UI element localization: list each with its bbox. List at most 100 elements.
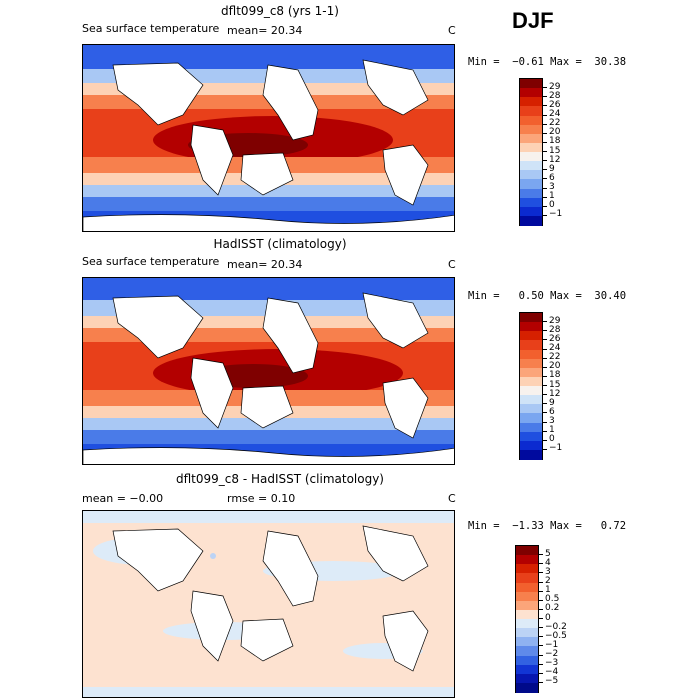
colorbar-tick-mark — [543, 330, 547, 332]
colorbar-tick-mark — [543, 439, 547, 441]
colorbar-tick-label: 0.5 — [545, 594, 560, 605]
colorbar-tick-label: 9 — [549, 397, 555, 408]
colorbar-tick-label: 2 — [545, 576, 551, 586]
colorbar-tick-mark — [539, 663, 543, 665]
colorbar-segment — [516, 546, 538, 556]
panel1-map — [82, 44, 455, 232]
colorbar-tick-label: 28 — [549, 324, 561, 335]
panel3-colorbar — [515, 545, 539, 693]
colorbar-segment — [520, 386, 542, 396]
colorbar-segment — [516, 637, 538, 647]
colorbar-tick-mark — [543, 214, 547, 216]
colorbar-tick-mark — [543, 366, 547, 368]
colorbar-tick-mark — [539, 572, 543, 574]
colorbar-segment — [520, 215, 542, 226]
colorbar-segment — [520, 88, 542, 98]
colorbar-tick-mark — [539, 681, 543, 683]
season-label: DJF — [512, 8, 554, 33]
colorbar-segment — [516, 573, 538, 583]
colorbar-segment — [516, 609, 538, 620]
colorbar-tick-mark — [543, 430, 547, 432]
colorbar-tick-label: 18 — [549, 370, 561, 381]
colorbar-tick-label: 3 — [549, 416, 555, 426]
panel3-unit: C — [448, 492, 456, 505]
colorbar-tick-label: −5 — [545, 676, 559, 687]
panel1-minmax: Min = −0.61 Max = 30.38 — [468, 56, 627, 68]
colorbar-segment — [516, 673, 538, 684]
colorbar-tick-label: −1 — [545, 639, 559, 650]
colorbar-segment — [516, 582, 538, 593]
panel2-unit: C — [448, 258, 456, 271]
colorbar-segment — [520, 404, 542, 414]
colorbar-tick-mark — [543, 105, 547, 107]
colorbar-tick-mark — [543, 205, 547, 207]
colorbar-segment — [520, 197, 542, 208]
colorbar-tick-label: 20 — [549, 361, 561, 372]
colorbar-tick-mark — [543, 151, 547, 152]
colorbar-tick-mark — [543, 178, 547, 180]
colorbar-tick-label: 12 — [549, 388, 561, 399]
colorbar-segment — [516, 619, 538, 629]
colorbar-segment — [520, 331, 542, 341]
colorbar-tick-label: 29 — [549, 81, 561, 92]
colorbar-tick-label: 3 — [545, 566, 551, 577]
colorbar-tick-mark — [539, 645, 543, 647]
colorbar-segment — [520, 349, 542, 360]
panel1-title: dflt099_c8 (yrs 1-1) — [221, 4, 339, 18]
panel1-colorbar — [519, 78, 543, 226]
panel3-map-svg — [83, 511, 454, 697]
colorbar-tick-label: 12 — [549, 154, 561, 165]
colorbar-segment — [520, 376, 542, 387]
colorbar-segment — [520, 422, 542, 433]
colorbar-segment — [520, 106, 542, 116]
colorbar-tick-mark — [543, 357, 547, 359]
colorbar-tick-label: 26 — [549, 333, 561, 344]
colorbar-segment — [516, 555, 538, 565]
colorbar-tick-mark — [539, 608, 543, 610]
panel2-map-svg — [83, 278, 454, 464]
panel1-map-svg — [83, 45, 454, 231]
colorbar-tick-label: 15 — [549, 145, 561, 156]
colorbar-tick-mark — [543, 141, 547, 143]
panel3-map — [82, 510, 455, 698]
colorbar-segment — [520, 170, 542, 180]
colorbar-segment — [520, 124, 542, 135]
colorbar-tick-mark — [543, 348, 547, 350]
colorbar-tick-label: 22 — [549, 118, 561, 129]
panel1-unit: C — [448, 24, 456, 37]
colorbar-tick-mark — [543, 385, 547, 386]
panel3-mean: mean = −0.00 — [82, 492, 164, 505]
colorbar-tick-mark — [543, 160, 547, 162]
colorbar-segment — [520, 340, 542, 350]
panel2-colorbar — [519, 312, 543, 460]
colorbar-tick-mark — [543, 96, 547, 98]
colorbar-segment — [520, 367, 542, 378]
colorbar-tick-label: 28 — [549, 90, 561, 101]
colorbar-segment — [520, 358, 542, 369]
colorbar-segment — [520, 449, 542, 460]
colorbar-tick-mark — [543, 403, 547, 405]
colorbar-tick-label: 3 — [549, 182, 555, 192]
panel3-minmax: Min = −1.33 Max = 0.72 — [468, 520, 627, 532]
colorbar-segment — [520, 115, 542, 126]
panel1-mean: mean= 20.34 — [227, 24, 303, 37]
colorbar-tick-mark — [543, 114, 547, 116]
colorbar-tick-mark — [539, 581, 543, 583]
colorbar-segment — [516, 628, 538, 638]
panel3-title: dflt099_c8 - HadISST (climatology) — [175, 472, 384, 486]
panel3-rmse: rmse = 0.10 — [227, 492, 296, 505]
colorbar-segment — [520, 206, 542, 217]
colorbar-tick-mark — [539, 618, 543, 619]
colorbar-tick-label: 22 — [549, 352, 561, 363]
colorbar-segment — [520, 322, 542, 332]
colorbar-tick-label: −1 — [549, 443, 563, 454]
colorbar-segment — [520, 79, 542, 89]
colorbar-tick-mark — [539, 672, 543, 674]
colorbar-tick-label: 4 — [545, 557, 551, 568]
colorbar-tick-label: 20 — [549, 127, 561, 138]
colorbar-tick-label: 5 — [545, 548, 551, 559]
colorbar-tick-mark — [539, 590, 543, 592]
colorbar-tick-mark — [539, 599, 543, 601]
panel1-variable: Sea surface temperature — [82, 22, 220, 35]
colorbar-tick-label: 0 — [549, 434, 555, 445]
